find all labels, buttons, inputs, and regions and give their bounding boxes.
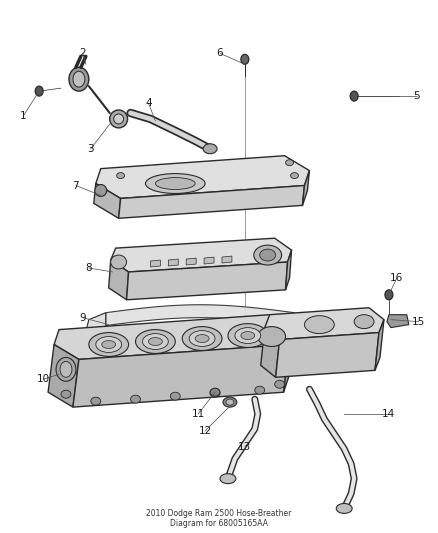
Ellipse shape	[235, 328, 261, 343]
Text: 5: 5	[413, 91, 420, 101]
Text: 15: 15	[412, 317, 425, 327]
Polygon shape	[265, 308, 384, 340]
Ellipse shape	[203, 144, 217, 154]
Ellipse shape	[102, 341, 116, 349]
Polygon shape	[186, 258, 196, 265]
Polygon shape	[119, 185, 304, 219]
Ellipse shape	[354, 314, 374, 329]
Ellipse shape	[304, 316, 334, 334]
Text: 11: 11	[191, 409, 205, 419]
Ellipse shape	[228, 324, 268, 348]
Ellipse shape	[142, 334, 168, 350]
Ellipse shape	[95, 184, 107, 197]
Ellipse shape	[223, 397, 237, 407]
Ellipse shape	[110, 110, 127, 128]
Ellipse shape	[336, 504, 352, 513]
Polygon shape	[54, 314, 294, 359]
Ellipse shape	[182, 327, 222, 351]
Ellipse shape	[210, 389, 220, 397]
Ellipse shape	[35, 86, 43, 96]
Ellipse shape	[96, 336, 122, 352]
Polygon shape	[150, 260, 160, 267]
Ellipse shape	[195, 335, 209, 343]
Text: 8: 8	[85, 263, 92, 273]
Ellipse shape	[73, 71, 85, 87]
Polygon shape	[94, 183, 120, 219]
Polygon shape	[276, 333, 379, 377]
Ellipse shape	[220, 474, 236, 483]
Ellipse shape	[89, 333, 129, 357]
Polygon shape	[286, 250, 292, 290]
Ellipse shape	[117, 173, 124, 179]
Text: 9: 9	[80, 313, 86, 322]
Polygon shape	[73, 344, 290, 407]
Polygon shape	[303, 171, 309, 205]
Ellipse shape	[61, 390, 71, 398]
Ellipse shape	[260, 249, 276, 261]
Ellipse shape	[241, 332, 255, 340]
Text: 16: 16	[390, 273, 403, 283]
Ellipse shape	[254, 245, 282, 265]
Polygon shape	[48, 344, 79, 407]
Text: 10: 10	[36, 374, 49, 384]
Ellipse shape	[170, 392, 180, 400]
Text: 14: 14	[382, 409, 396, 419]
Text: 3: 3	[88, 144, 94, 154]
Polygon shape	[106, 305, 294, 326]
Polygon shape	[109, 260, 129, 300]
Ellipse shape	[56, 358, 76, 381]
Ellipse shape	[131, 395, 141, 403]
Ellipse shape	[385, 290, 393, 300]
Ellipse shape	[135, 329, 175, 353]
Ellipse shape	[60, 361, 72, 377]
Ellipse shape	[255, 386, 265, 394]
Ellipse shape	[226, 399, 234, 405]
Ellipse shape	[350, 91, 358, 101]
Ellipse shape	[148, 337, 162, 345]
Ellipse shape	[241, 54, 249, 64]
Ellipse shape	[286, 160, 293, 166]
Polygon shape	[387, 314, 409, 328]
Polygon shape	[127, 262, 288, 300]
Polygon shape	[375, 320, 384, 370]
Polygon shape	[111, 238, 292, 272]
Ellipse shape	[91, 397, 101, 405]
Polygon shape	[283, 329, 294, 392]
Text: 6: 6	[217, 49, 223, 58]
Ellipse shape	[290, 173, 298, 179]
Ellipse shape	[275, 380, 285, 388]
Ellipse shape	[210, 388, 220, 396]
Ellipse shape	[189, 330, 215, 346]
Ellipse shape	[145, 174, 205, 193]
Text: 12: 12	[198, 426, 212, 436]
Text: 2: 2	[80, 49, 86, 58]
Polygon shape	[96, 156, 309, 198]
Ellipse shape	[111, 255, 127, 269]
Text: 1: 1	[20, 111, 27, 121]
Text: 2010 Dodge Ram 2500 Hose-Breather
Diagram for 68005165AA: 2010 Dodge Ram 2500 Hose-Breather Diagra…	[146, 508, 292, 528]
Ellipse shape	[69, 67, 89, 91]
Polygon shape	[222, 256, 232, 263]
Polygon shape	[168, 259, 178, 266]
Ellipse shape	[258, 327, 286, 346]
Text: 13: 13	[238, 442, 251, 452]
Polygon shape	[204, 257, 214, 264]
Ellipse shape	[114, 114, 124, 124]
Text: 7: 7	[73, 181, 79, 190]
Text: 4: 4	[145, 98, 152, 108]
Ellipse shape	[155, 177, 195, 190]
Polygon shape	[86, 313, 106, 340]
Polygon shape	[261, 328, 279, 377]
